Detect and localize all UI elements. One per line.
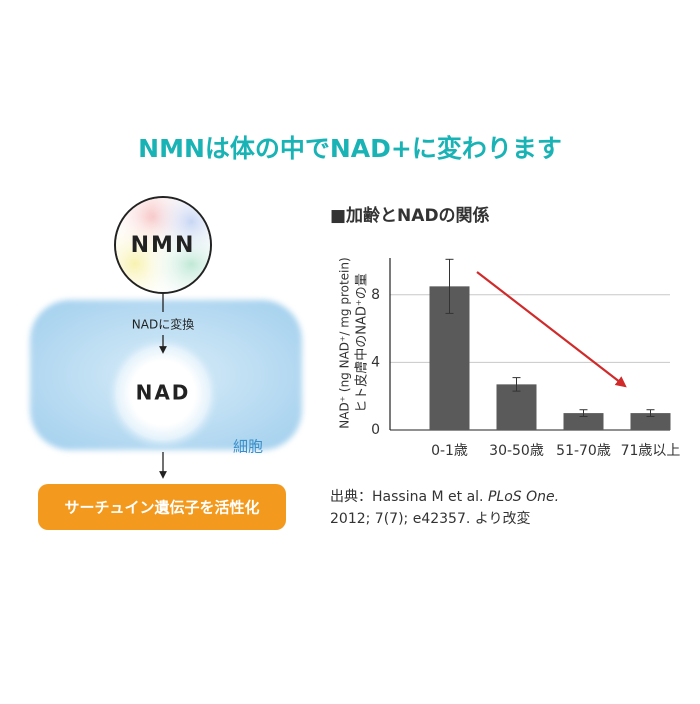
nad-glow [105,335,221,451]
bar [630,413,671,430]
result-label: サーチュイン遺伝子を活性化 [64,499,259,517]
nad-label: NAD [136,381,191,405]
source-journal: PLoS One. [488,489,559,505]
source: 出典：Hassina M et al. PLoS One. [330,489,559,505]
result-box [38,484,286,530]
bar [496,384,537,430]
page-title: NMNは体の中でNAD+に変わります [138,134,562,163]
tint [116,198,210,292]
plot: 0 4 8 0-1歳 30-50歳 51-70歳 71歳以上 [371,258,681,459]
source-text: 2012; 7(7); e42357. より改変 [330,510,530,527]
nmn-label: NMN [131,233,196,258]
source-text: 出典：Hassina M et al. [330,489,484,505]
bar [563,413,604,430]
x-tick-label: 51-70歳 [556,443,611,459]
x-tick-label: 30-50歳 [489,443,544,459]
y-tick-label: 0 [371,422,380,438]
cell-label: 細胞 [233,438,263,456]
y-label: ヒト皮膚中のNAD⁺の量 [354,273,370,413]
chart-title: ■加齢とNADの関係 [330,205,490,226]
x-tick-label: 0-1歳 [431,443,468,459]
y-tick-label: 8 [371,287,380,303]
x-tick-label: 71歳以上 [621,443,681,459]
convert-label: NADに変換 [132,317,194,332]
y-tick-label: 4 [371,354,380,370]
trend-arrow [476,271,627,388]
y-label: NAD⁺ (ng NAD⁺/ mg protein) [338,257,352,428]
